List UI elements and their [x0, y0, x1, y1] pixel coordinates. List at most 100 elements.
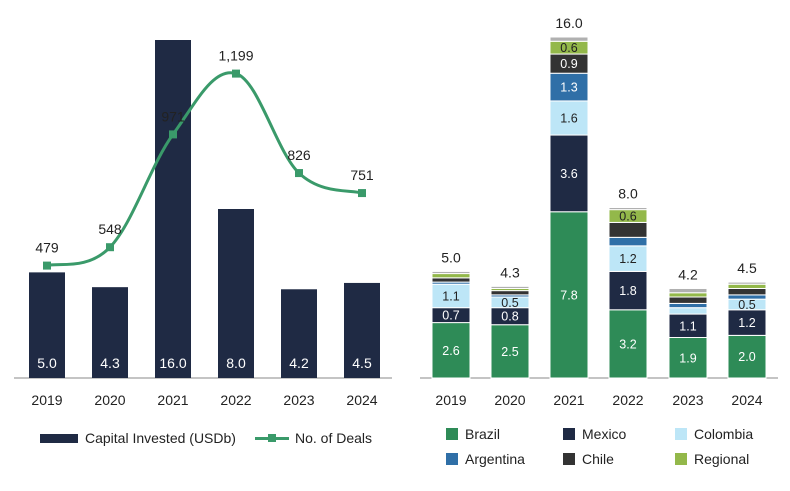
stack-seg-argentina-2021	[549, 72, 589, 102]
stack-label-mexico-2021: 3.6	[560, 167, 577, 181]
stack-total-2023: 4.2	[678, 266, 698, 282]
legend-item-colombia: Colombia	[675, 426, 753, 442]
capital-bar-2024	[344, 282, 380, 378]
deals-line	[46, 71, 363, 268]
left-x-tick-2019: 2019	[31, 392, 62, 408]
deals-marker-2019	[43, 261, 51, 270]
deals-marker-2024	[358, 189, 366, 198]
stack-label-brazil-2020: 2.5	[501, 345, 518, 359]
legend-swatch-colombia	[675, 428, 687, 440]
stack-seg-argentina-2023	[668, 302, 708, 309]
legend-swatch-chile	[563, 453, 575, 465]
legend-item-regional: Regional	[675, 451, 749, 467]
capital-bar-2022	[218, 209, 254, 378]
left-x-tick-2024: 2024	[346, 392, 377, 408]
legend-label-chile: Chile	[582, 451, 614, 467]
stack-label-regional-2022: 0.6	[619, 210, 636, 224]
stack-seg-chile-2024	[727, 287, 767, 296]
deals-marker-2020	[106, 243, 114, 252]
right-x-tick-2019: 2019	[435, 392, 466, 408]
legend-swatch-deals	[255, 432, 289, 444]
legend-label-capital: Capital Invested (USDb)	[85, 430, 236, 446]
deals-label-2023: 826	[287, 147, 311, 163]
deals-label-2024: 751	[350, 167, 374, 183]
deals-label-2019: 479	[35, 240, 59, 256]
stack-seg-chile-2020	[490, 290, 530, 296]
stack-seg-argentina-2024	[727, 294, 767, 300]
right-x-tick-2024: 2024	[731, 392, 762, 408]
stack-seg-other-2022	[608, 207, 648, 211]
legend-label-argentina: Argentina	[465, 451, 525, 467]
stack-seg-colombia-2022	[608, 245, 648, 272]
stack-total-2021: 16.0	[555, 15, 582, 31]
left-x-tick-2021: 2021	[157, 392, 188, 408]
stack-seg-chile-2023	[668, 296, 708, 304]
stack-seg-other-2020	[490, 285, 530, 289]
deals-marker-2023	[295, 169, 303, 178]
stack-label-colombia-2020: 0.5	[501, 296, 518, 310]
stack-label-brazil-2023: 1.9	[679, 351, 696, 365]
stack-label-colombia-2019: 1.1	[442, 289, 459, 303]
right-x-tick-2022: 2022	[612, 392, 643, 408]
stack-label-mexico-2023: 1.1	[679, 319, 696, 333]
left-x-tick-2022: 2022	[220, 392, 251, 408]
stack-total-2020: 4.3	[500, 264, 520, 280]
stack-seg-other-2024	[727, 281, 767, 285]
stack-seg-other-2019	[431, 270, 471, 275]
stack-label-brazil-2019: 2.6	[442, 344, 459, 358]
legend-item-mexico: Mexico	[563, 426, 626, 442]
stack-seg-chile-2022	[608, 221, 648, 238]
stack-label-colombia-2024: 0.5	[738, 298, 755, 312]
right-x-tick-2023: 2023	[672, 392, 703, 408]
legend-label-mexico: Mexico	[582, 426, 627, 442]
legend-label-brazil: Brazil	[465, 426, 501, 442]
deals-label-2021: 971	[161, 108, 185, 124]
right-x-tick-2020: 2020	[494, 392, 525, 408]
legend-swatch-argentina	[446, 453, 458, 465]
stack-label-colombia-2022: 1.2	[619, 252, 636, 266]
capital-bar-label-2019: 5.0	[37, 355, 57, 371]
stack-seg-brazil-2019	[431, 322, 471, 379]
stack-seg-argentina-2022	[608, 236, 648, 247]
stack-total-2022: 8.0	[618, 186, 638, 202]
stack-label-brazil-2024: 2.0	[738, 350, 755, 364]
left-x-tick-2023: 2023	[283, 392, 314, 408]
stack-seg-colombia-2023	[668, 307, 708, 315]
stack-seg-other-2021	[549, 36, 589, 42]
stack-label-mexico-2022: 1.8	[619, 284, 636, 298]
deals-marker-2022	[232, 69, 240, 78]
legend-swatch-mexico	[563, 428, 575, 440]
stack-seg-brazil-2020	[490, 324, 530, 379]
stack-total-2024: 4.5	[737, 260, 757, 276]
stack-label-brazil-2022: 3.2	[619, 337, 636, 351]
capital-bar-label-2022: 8.0	[226, 355, 246, 371]
stack-seg-brazil-2023	[668, 337, 708, 379]
left-x-tick-2020: 2020	[94, 392, 125, 408]
capital-bar-2023	[281, 289, 317, 378]
deals-marker-2021	[169, 130, 177, 139]
legend-item-argentina: Argentina	[446, 451, 525, 467]
stack-label-chile-2021: 0.9	[560, 57, 577, 71]
stack-label-mexico-2024: 1.2	[738, 316, 755, 330]
stack-seg-regional-2024	[727, 283, 767, 289]
capital-bar-2020	[92, 287, 128, 378]
stack-total-2019: 5.0	[441, 249, 461, 265]
capital-bar-2021	[155, 40, 191, 378]
legend-item-deals: No. of Deals	[255, 430, 372, 446]
legend-item-chile: Chile	[563, 451, 614, 467]
stack-seg-other-2023	[668, 287, 708, 294]
stack-seg-mexico-2021	[549, 134, 589, 213]
legend-swatch-brazil	[446, 428, 458, 440]
stack-seg-mexico-2024	[727, 309, 767, 336]
stack-label-regional-2021: 0.6	[560, 41, 577, 55]
stack-seg-colombia-2021	[549, 100, 589, 136]
stack-seg-mexico-2022	[608, 270, 648, 311]
legend-swatch-regional	[675, 453, 687, 465]
stack-seg-regional-2023	[668, 292, 708, 298]
capital-bar-label-2023: 4.2	[289, 355, 309, 371]
stack-label-mexico-2020: 0.8	[501, 310, 518, 324]
stack-label-argentina-2021: 1.3	[560, 81, 577, 95]
deals-label-2022: 1,199	[218, 48, 253, 64]
legend-label-regional: Regional	[694, 451, 750, 467]
